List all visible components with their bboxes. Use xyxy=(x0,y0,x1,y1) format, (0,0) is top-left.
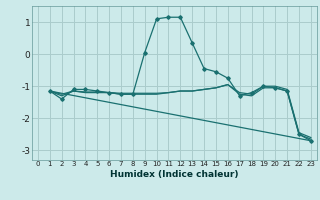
X-axis label: Humidex (Indice chaleur): Humidex (Indice chaleur) xyxy=(110,170,239,179)
